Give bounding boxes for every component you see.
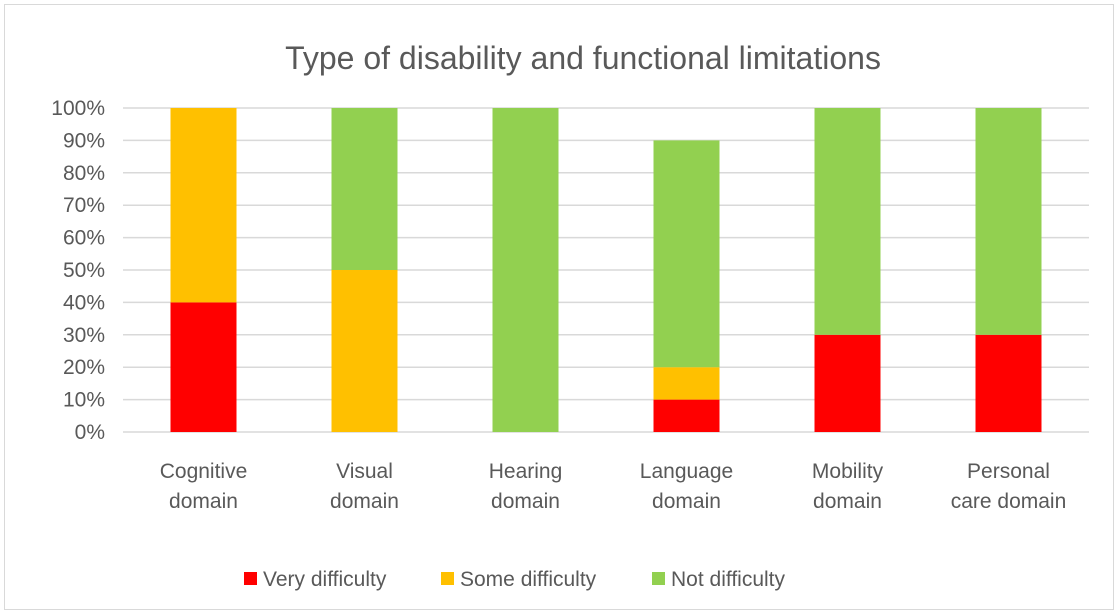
bar-segment [170, 302, 237, 432]
y-tick-label: 10% [63, 389, 105, 412]
legend-label: Some difficulty [460, 568, 597, 591]
legend-swatch [441, 572, 454, 585]
bar-segment [814, 108, 881, 335]
y-tick-label: 20% [63, 356, 105, 379]
y-tick-label: 100% [51, 97, 105, 120]
x-axis-labels: Cognitive domain Visual domain Hearing domain… [160, 460, 1067, 513]
y-tick-label: 0% [75, 421, 105, 444]
x-tick-label: Cognitive domain [160, 460, 248, 513]
legend-swatch [652, 572, 665, 585]
legend: Very difficulty Some difficulty Not diffic… [244, 568, 785, 591]
bar-segment [653, 367, 720, 400]
legend-label: Very difficulty [263, 568, 387, 591]
legend-swatch [244, 572, 257, 585]
legend-label: Not difficulty [671, 568, 785, 591]
legend-item: Not difficulty [652, 568, 785, 591]
y-tick-label: 50% [63, 259, 105, 282]
y-tick-label: 80% [63, 162, 105, 185]
bars [170, 108, 1042, 432]
y-tick-label: 70% [63, 194, 105, 217]
x-tick-label: Visual domain [330, 460, 399, 513]
x-tick-label: Language domain [640, 460, 733, 513]
y-axis-ticks: 0% 10% 20% 30% 40% 50% 60% 70% 80% 90% 100% [51, 97, 105, 444]
legend-item: Very difficulty [244, 568, 387, 591]
legend-item: Some difficulty [441, 568, 597, 591]
bar-segment [653, 399, 720, 432]
bar-segment [975, 334, 1042, 432]
x-tick-label: Personal care domain [951, 460, 1067, 513]
bar-segment [814, 334, 881, 432]
y-tick-label: 40% [63, 291, 105, 314]
bar-segment [170, 108, 237, 303]
y-tick-label: 90% [63, 129, 105, 152]
y-tick-label: 60% [63, 227, 105, 250]
x-tick-label: Mobility domain [812, 460, 884, 513]
bar-segment [331, 270, 398, 432]
y-tick-label: 30% [63, 324, 105, 347]
bar-segment [975, 108, 1042, 335]
x-tick-label: Hearing domain [489, 460, 563, 513]
bar-segment [653, 140, 720, 368]
bar-segment [492, 108, 559, 432]
bar-segment [331, 108, 398, 270]
chart-title: Type of disability and functional limita… [285, 40, 881, 76]
gridlines [123, 107, 1089, 433]
